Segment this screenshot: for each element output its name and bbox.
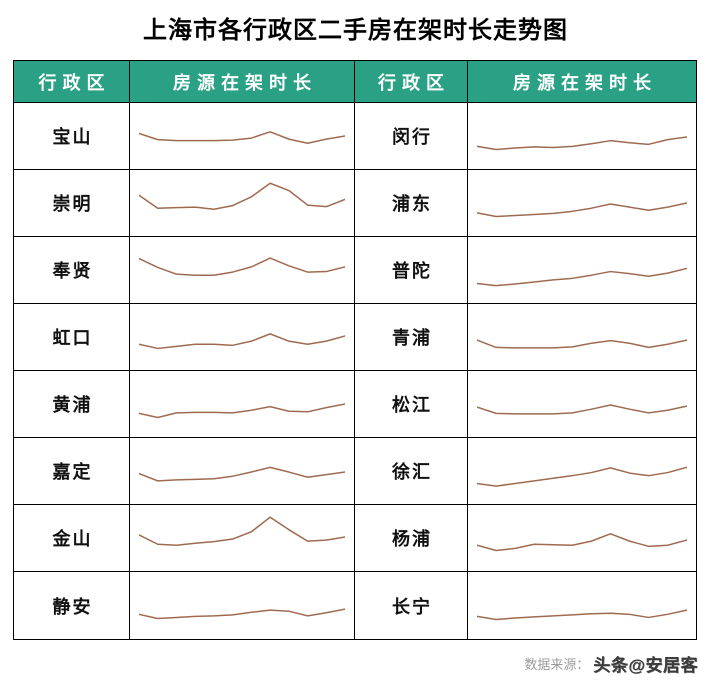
column-header-trend-left: 房源在架时长 [130, 61, 355, 103]
district-cell-fengxian: 奉贤 [14, 237, 130, 304]
district-cell-qingpu: 青浦 [355, 304, 468, 371]
district-cell-chongming: 崇明 [14, 170, 130, 237]
district-cell-hongkou: 虹口 [14, 304, 130, 371]
sparkline-putuo [477, 244, 687, 296]
district-cell-jingan: 静安 [14, 572, 130, 639]
watermark-text: 头条@安居客 [593, 656, 698, 675]
district-cell-xuhui: 徐汇 [355, 438, 468, 505]
district-cell-huangpu: 黄浦 [14, 371, 130, 438]
sparkline-cell-hongkou [130, 304, 355, 371]
sparkline-hongkou [139, 311, 345, 363]
sparkline-cell-jiading [130, 438, 355, 505]
sparkline-cell-xuhui [468, 438, 696, 505]
sparkline-cell-baoshan [130, 103, 355, 170]
page-title: 上海市各行政区二手房在架时长走势图 [143, 17, 568, 44]
sparkline-cell-huangpu [130, 371, 355, 438]
district-cell-jinshan: 金山 [14, 505, 130, 572]
sparkline-cell-songjiang [468, 371, 696, 438]
district-cell-songjiang: 松江 [355, 371, 468, 438]
sparkline-cell-pudong [468, 170, 696, 237]
footer: 数据来源： 头条@安居客 [524, 651, 698, 676]
district-cell-minhang: 闵行 [355, 103, 468, 170]
column-header-district-left: 行政区 [14, 61, 130, 103]
sparkline-huangpu [139, 378, 345, 430]
sparkline-cell-minhang [468, 103, 696, 170]
sparkline-jiading [139, 445, 345, 497]
sparkline-cell-chongming [130, 170, 355, 237]
district-cell-changning: 长宁 [355, 572, 468, 639]
sparkline-jingan [139, 580, 345, 632]
sparkline-baoshan [139, 110, 345, 162]
sparkline-cell-yangpu [468, 505, 696, 572]
district-cell-pudong: 浦东 [355, 170, 468, 237]
sparkline-pudong [477, 177, 687, 229]
data-source-label: 数据来源： [524, 657, 590, 672]
sparkline-jinshan [139, 512, 345, 564]
sparkline-cell-jinshan [130, 505, 355, 572]
sparkline-changning [477, 580, 687, 632]
column-header-district-right: 行政区 [355, 61, 468, 103]
sparkline-fengxian [139, 244, 345, 296]
sparkline-chongming [139, 177, 345, 229]
sparkline-cell-fengxian [130, 237, 355, 304]
district-cell-putuo: 普陀 [355, 237, 468, 304]
sparkline-cell-jingan [130, 572, 355, 639]
district-cell-yangpu: 杨浦 [355, 505, 468, 572]
sparkline-songjiang [477, 378, 687, 430]
trend-table: 行政区 房源在架时长 行政区 房源在架时长 宝山 闵行 崇明 浦东 奉贤 普陀 … [13, 60, 697, 640]
sparkline-cell-changning [468, 572, 696, 639]
sparkline-xuhui [477, 445, 687, 497]
sparkline-qingpu [477, 311, 687, 363]
sparkline-minhang [477, 110, 687, 162]
district-cell-jiading: 嘉定 [14, 438, 130, 505]
sparkline-cell-putuo [468, 237, 696, 304]
district-cell-baoshan: 宝山 [14, 103, 130, 170]
sparkline-yangpu [477, 512, 687, 564]
column-header-trend-right: 房源在架时长 [468, 61, 696, 103]
sparkline-cell-qingpu [468, 304, 696, 371]
